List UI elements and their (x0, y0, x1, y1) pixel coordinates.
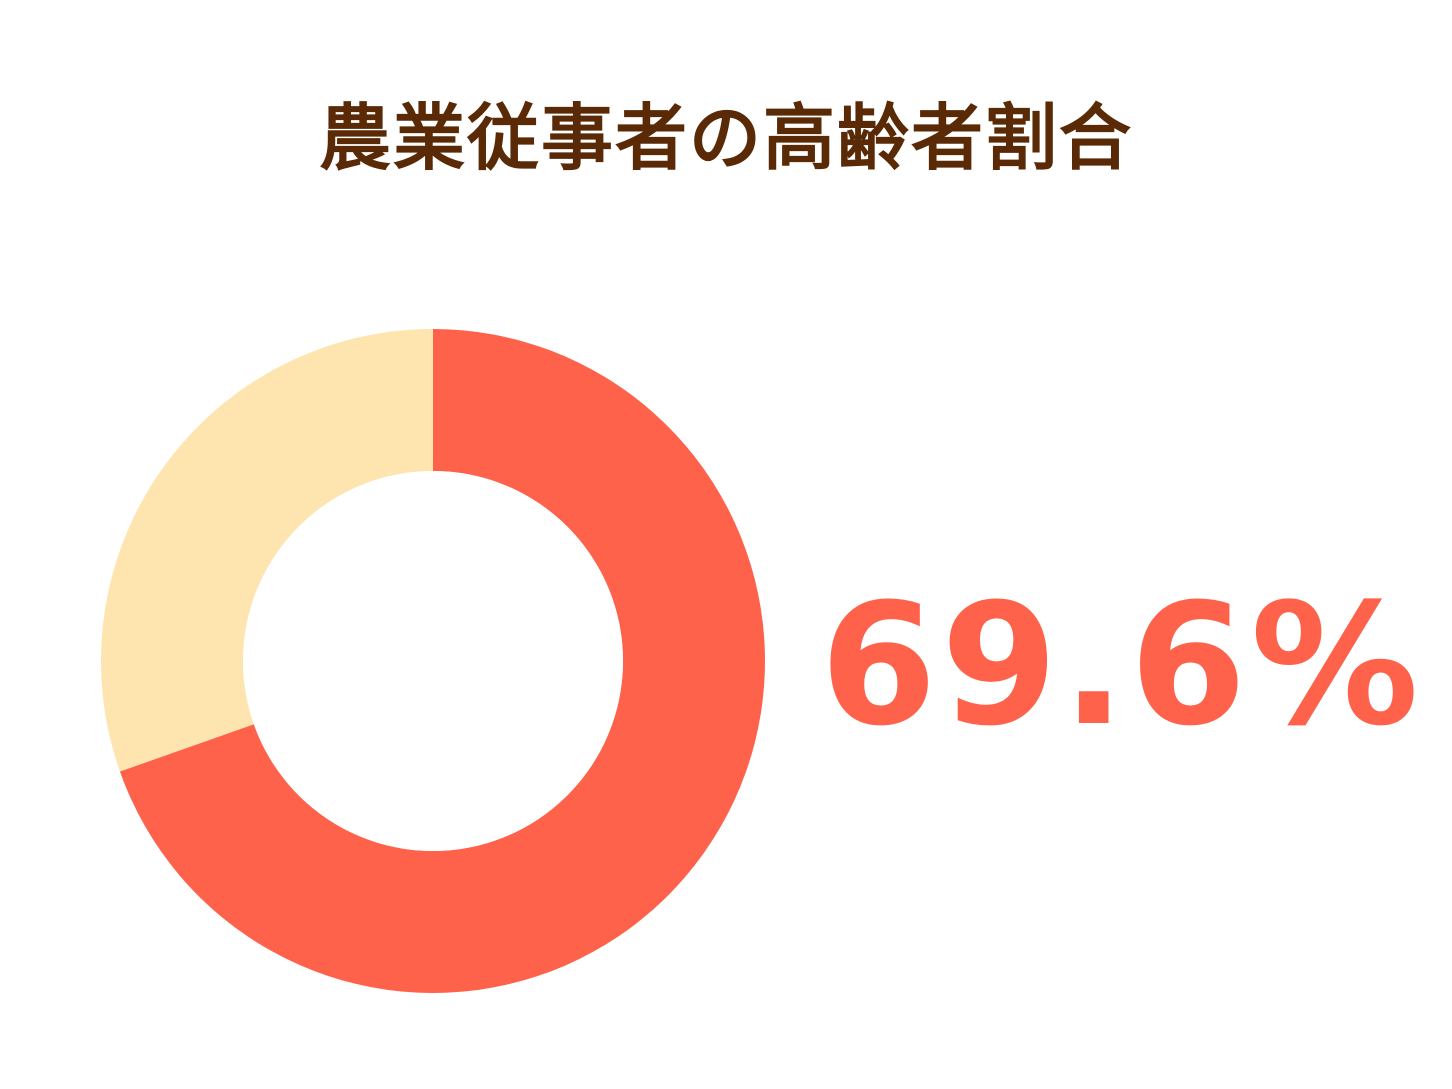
donut-hole (243, 471, 623, 851)
donut-slice-2 (100, 329, 434, 772)
chart-title: 農業従事者の高齢者割合 (318, 96, 1133, 180)
donut-slices (100, 329, 766, 994)
donut-slice-1 (119, 329, 766, 994)
highlight-percentage: 69.6% (820, 567, 1423, 763)
